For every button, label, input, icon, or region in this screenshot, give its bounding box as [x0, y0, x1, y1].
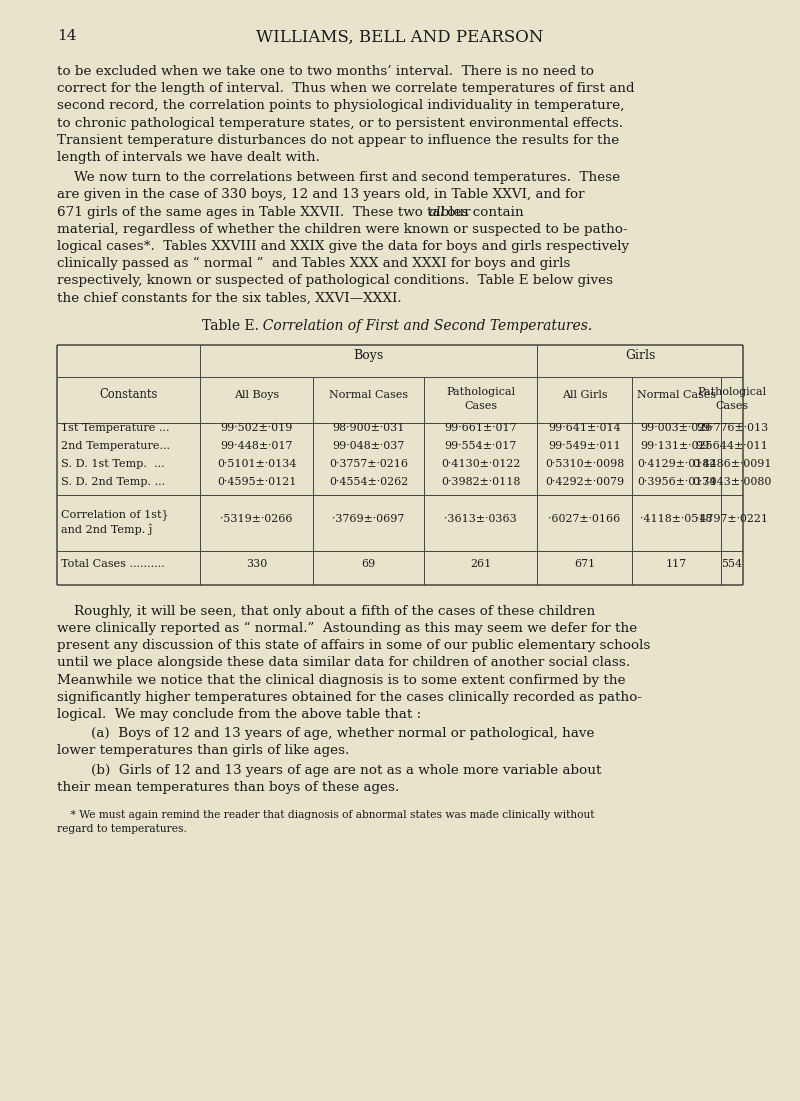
Text: * We must again remind the reader that diagnosis of abnormal states was made cli: * We must again remind the reader that d… — [57, 810, 594, 820]
Text: present any discussion of this state of affairs in some of our public elementary: present any discussion of this state of … — [57, 640, 650, 652]
Text: 69: 69 — [362, 559, 376, 569]
Text: 671 girls of the same ages in Table XXVII.  These two tables contain: 671 girls of the same ages in Table XXVI… — [57, 206, 528, 219]
Text: ·4118±·0518: ·4118±·0518 — [640, 514, 713, 524]
Text: to be excluded when we take one to two months’ interval.  There is no need to: to be excluded when we take one to two m… — [57, 65, 594, 78]
Text: 554: 554 — [722, 559, 742, 569]
Text: 98·900±·031: 98·900±·031 — [332, 423, 405, 433]
Text: All Boys: All Boys — [234, 390, 279, 400]
Text: Roughly, it will be seen, that only about a fifth of the cases of these children: Roughly, it will be seen, that only abou… — [57, 604, 595, 618]
Text: correct for the length of interval.  Thus when we correlate temperatures of firs: correct for the length of interval. Thus… — [57, 83, 634, 95]
Text: 99·554±·017: 99·554±·017 — [444, 440, 517, 450]
Text: All Girls: All Girls — [562, 390, 607, 400]
Text: significantly higher temperatures obtained for the cases clinically recorded as : significantly higher temperatures obtain… — [57, 690, 642, 704]
Text: ·4797±·0221: ·4797±·0221 — [696, 514, 768, 524]
Text: Cases: Cases — [715, 401, 749, 411]
Text: second record, the correlation points to physiological individuality in temperat: second record, the correlation points to… — [57, 99, 625, 112]
Text: ·5319±·0266: ·5319±·0266 — [220, 514, 293, 524]
Text: S. D. 1st Temp.  ...: S. D. 1st Temp. ... — [61, 459, 165, 469]
Text: 0·3982±·0118: 0·3982±·0118 — [441, 477, 520, 487]
Text: 0·4595±·0121: 0·4595±·0121 — [217, 477, 296, 487]
Text: 99·003±·026: 99·003±·026 — [640, 423, 713, 433]
Text: 99·661±·017: 99·661±·017 — [444, 423, 517, 433]
Text: clinically passed as “ normal ”  and Tables XXX and XXXI for boys and girls: clinically passed as “ normal ” and Tabl… — [57, 258, 570, 271]
Text: Cases: Cases — [464, 401, 497, 411]
Text: 2nd Temperature...: 2nd Temperature... — [61, 440, 170, 450]
Text: 330: 330 — [246, 559, 267, 569]
Text: Meanwhile we notice that the clinical diagnosis is to some extent confirmed by t: Meanwhile we notice that the clinical di… — [57, 674, 626, 687]
Text: Normal Cases: Normal Cases — [637, 390, 716, 400]
Text: Correlation of 1st}: Correlation of 1st} — [61, 510, 169, 520]
Text: 0·4554±·0262: 0·4554±·0262 — [329, 477, 408, 487]
Text: 99·502±·019: 99·502±·019 — [220, 423, 293, 433]
Text: Constants: Constants — [99, 389, 158, 401]
Text: 261: 261 — [470, 559, 491, 569]
Text: were clinically reported as “ normal.”  Astounding as this may seem we defer for: were clinically reported as “ normal.” A… — [57, 622, 638, 635]
Text: 99·448±·017: 99·448±·017 — [220, 440, 293, 450]
Text: Normal Cases: Normal Cases — [329, 390, 408, 400]
Text: Total Cases ..........: Total Cases .......... — [61, 559, 165, 569]
Text: the chief constants for the six tables, XXVI—XXXI.: the chief constants for the six tables, … — [57, 292, 402, 305]
Text: WILLIAMS, BELL AND PEARSON: WILLIAMS, BELL AND PEARSON — [256, 29, 544, 46]
Text: Pathological: Pathological — [698, 386, 766, 396]
Text: 0·3956±·0174: 0·3956±·0174 — [637, 477, 716, 487]
Text: to chronic pathological temperature states, or to persistent environmental effec: to chronic pathological temperature stat… — [57, 117, 623, 130]
Text: 0·4130±·0122: 0·4130±·0122 — [441, 459, 520, 469]
Text: We now turn to the correlations between first and second temperatures.  These: We now turn to the correlations between … — [57, 171, 620, 184]
Text: 14: 14 — [57, 29, 77, 43]
Text: 99·549±·011: 99·549±·011 — [548, 440, 621, 450]
Text: 0·4292±·0079: 0·4292±·0079 — [545, 477, 624, 487]
Text: 99·048±·037: 99·048±·037 — [332, 440, 405, 450]
Text: regard to temperatures.: regard to temperatures. — [57, 824, 187, 833]
Text: 99·644±·011: 99·644±·011 — [696, 440, 768, 450]
Text: 671: 671 — [574, 559, 595, 569]
Text: (b)  Girls of 12 and 13 years of age are not as a whole more variable about: (b) Girls of 12 and 13 years of age are … — [57, 764, 602, 776]
Text: material, regardless of whether the children were known or suspected to be patho: material, regardless of whether the chil… — [57, 222, 628, 236]
Text: 99·776±·013: 99·776±·013 — [696, 423, 768, 433]
Text: 99·641±·014: 99·641±·014 — [548, 423, 621, 433]
Text: 117: 117 — [666, 559, 687, 569]
Text: their mean temperatures than boys of these ages.: their mean temperatures than boys of the… — [57, 781, 399, 794]
Text: logical.  We may conclude from the above table that :: logical. We may conclude from the above … — [57, 708, 421, 721]
Text: 1st Temperature ...: 1st Temperature ... — [61, 423, 170, 433]
Text: ·6027±·0166: ·6027±·0166 — [548, 514, 621, 524]
Text: our: our — [443, 206, 471, 219]
Text: length of intervals we have dealt with.: length of intervals we have dealt with. — [57, 151, 320, 164]
Text: S. D. 2nd Temp. ...: S. D. 2nd Temp. ... — [61, 477, 165, 487]
Text: 0·4486±·0091: 0·4486±·0091 — [692, 459, 772, 469]
Text: Pathological: Pathological — [446, 386, 515, 396]
Text: ·3769±·0697: ·3769±·0697 — [332, 514, 405, 524]
Text: (a)  Boys of 12 and 13 years of age, whether normal or pathological, have: (a) Boys of 12 and 13 years of age, whet… — [57, 727, 594, 740]
Text: and 2nd Temp. ĵ: and 2nd Temp. ĵ — [61, 523, 152, 535]
Text: 0·4129±·0182: 0·4129±·0182 — [637, 459, 716, 469]
Text: 0·3757±·0216: 0·3757±·0216 — [329, 459, 408, 469]
Text: 99·131±·025: 99·131±·025 — [640, 440, 713, 450]
Text: are given in the case of 330 boys, 12 and 13 years old, in Table XXVI, and for: are given in the case of 330 boys, 12 an… — [57, 188, 585, 201]
Text: logical cases*.  Tables XXVIII and XXIX give the data for boys and girls respect: logical cases*. Tables XXVIII and XXIX g… — [57, 240, 629, 253]
Text: all: all — [428, 206, 445, 219]
Text: Correlation of First and Second Temperatures.: Correlation of First and Second Temperat… — [254, 319, 592, 333]
Text: Boys: Boys — [354, 349, 384, 362]
Text: until we place alongside these data similar data for children of another social : until we place alongside these data simi… — [57, 656, 630, 669]
Text: lower temperatures than girls of like ages.: lower temperatures than girls of like ag… — [57, 744, 350, 757]
Text: ·3613±·0363: ·3613±·0363 — [444, 514, 517, 524]
Text: 0·5310±·0098: 0·5310±·0098 — [545, 459, 624, 469]
Text: Table E.: Table E. — [202, 319, 259, 333]
Text: Girls: Girls — [625, 349, 655, 362]
Text: respectively, known or suspected of pathological conditions.  Table E below give: respectively, known or suspected of path… — [57, 274, 613, 287]
Text: Transient temperature disturbances do not appear to influence the results for th: Transient temperature disturbances do no… — [57, 134, 619, 146]
Text: 0·5101±·0134: 0·5101±·0134 — [217, 459, 296, 469]
Text: 0·3943±·0080: 0·3943±·0080 — [692, 477, 772, 487]
